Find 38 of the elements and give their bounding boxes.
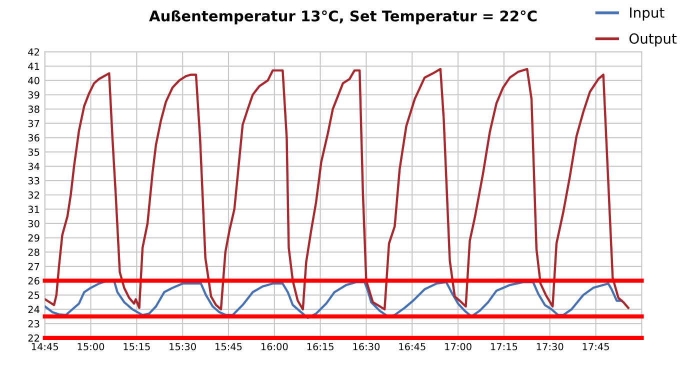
x-tick-label: 17:15 (491, 343, 518, 350)
x-tick-label: 16:30 (353, 342, 380, 350)
chart-title: Außentemperatur 13°C, Set Temperatur = 22°C (149, 10, 537, 24)
x-tick-label: 14:45 (32, 343, 58, 350)
y-tick-label: 23 (28, 320, 40, 328)
y-tick-label: 34 (28, 162, 40, 170)
y-tick-label: 33 (28, 177, 40, 184)
x-tick-label: 16:00 (261, 342, 288, 350)
y-tick-label: 31 (28, 206, 40, 214)
x-tick-label: 15:30 (170, 342, 196, 350)
x-tick-label: 17:30 (536, 342, 564, 350)
y-tick-label: 29 (28, 234, 40, 242)
y-tick-label: 22 (28, 334, 40, 342)
y-tick-label: 26 (28, 277, 40, 285)
y-tick-label: 41 (28, 62, 40, 70)
y-tick-label: 28 (28, 248, 40, 256)
y-tick-label: 32 (28, 191, 40, 199)
y-tick-label: 40 (28, 76, 40, 84)
legend-label: Input (630, 8, 664, 21)
y-tick-label: 36 (28, 134, 40, 142)
y-tick-label: 35 (28, 148, 40, 156)
y-tick-label: 30 (28, 220, 40, 228)
x-tick-label: 15:15 (124, 343, 150, 350)
y-tick-label: 25 (28, 291, 40, 299)
x-tick-label: 15:00 (78, 342, 104, 350)
legend-label: Output (629, 33, 677, 47)
y-tick-label: 39 (28, 91, 40, 99)
x-tick-label: 17:00 (445, 342, 472, 350)
x-tick-label: 15:45 (216, 343, 242, 350)
x-tick-label: 16:45 (399, 342, 426, 350)
y-tick-label: 42 (28, 48, 40, 56)
y-tick-label: 24 (28, 306, 40, 314)
y-tick-label: 37 (28, 120, 40, 128)
x-tick-label: 16:15 (307, 342, 334, 350)
y-tick-label: 27 (28, 262, 40, 270)
x-tick-label: 17:45 (582, 343, 609, 350)
y-tick-label: 38 (28, 106, 40, 113)
line-series (44, 68, 630, 310)
